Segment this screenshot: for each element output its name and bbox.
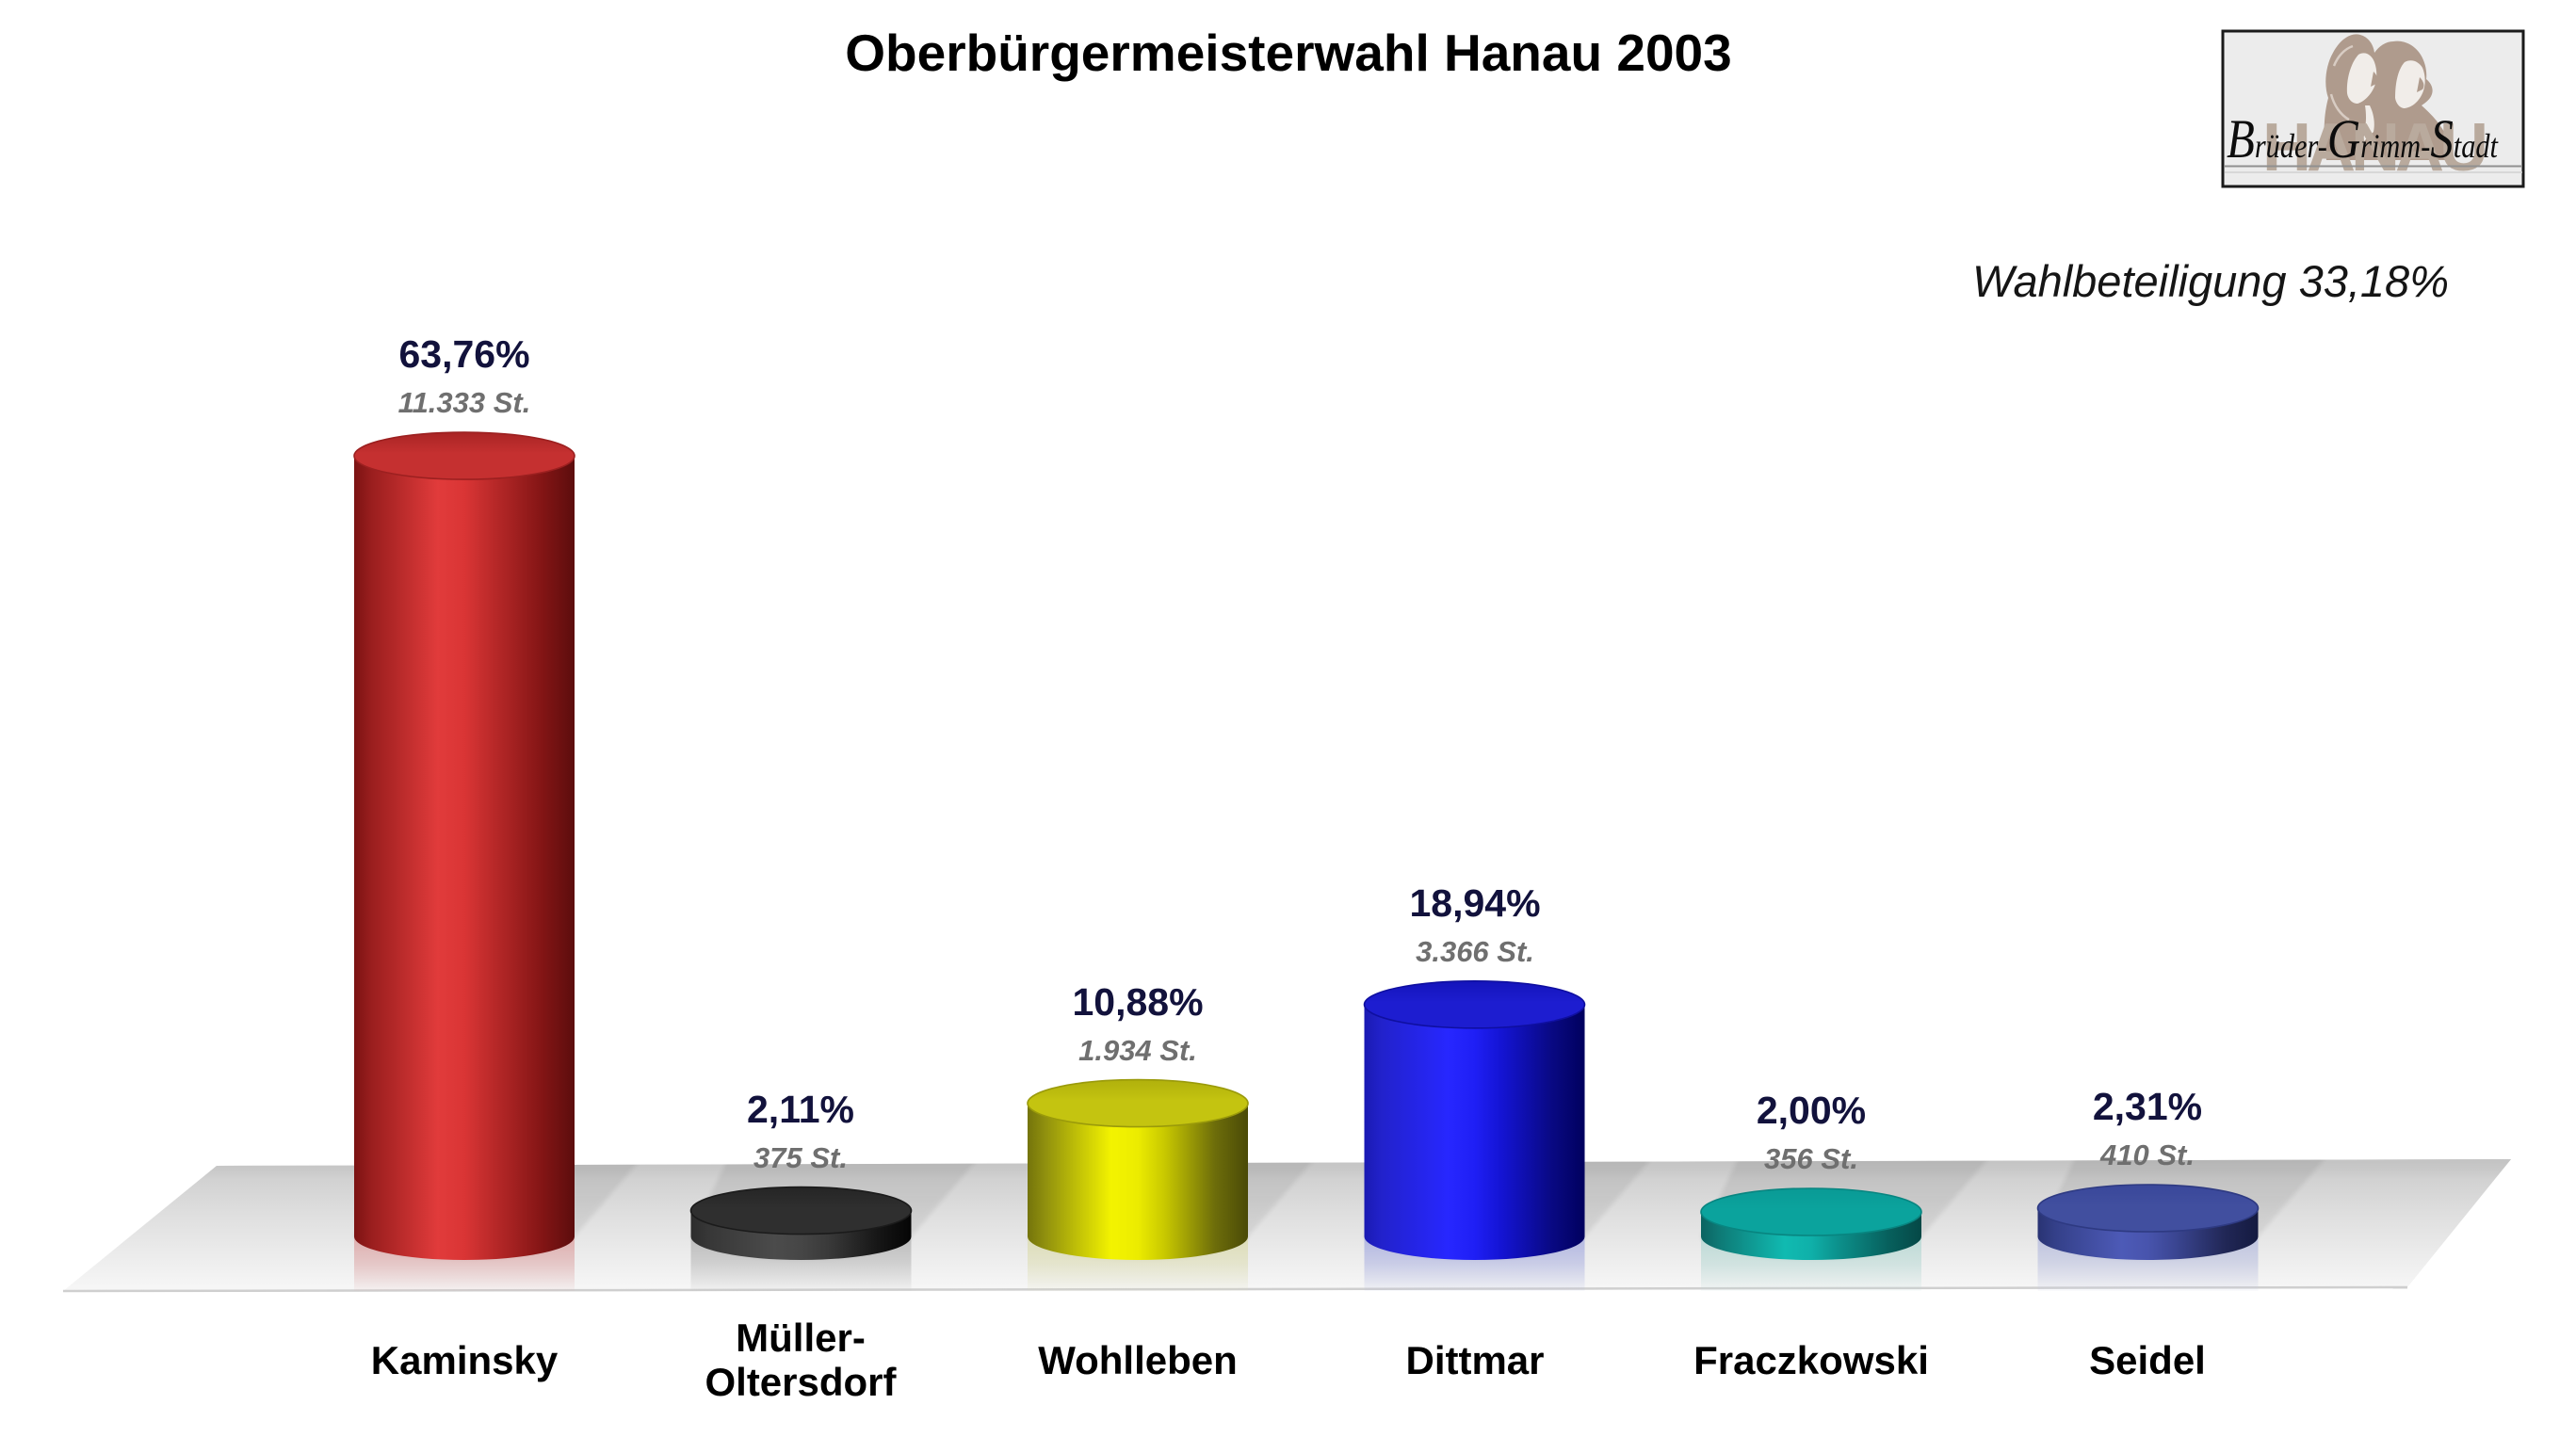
svg-text:Oberbürgermeisterwahl Hanau 20: Oberbürgermeisterwahl Hanau 2003 <box>845 24 1731 82</box>
svg-text:3.366 St.: 3.366 St. <box>1416 935 1534 968</box>
svg-text:Müller-: Müller- <box>736 1316 866 1360</box>
svg-text:Wohlleben: Wohlleben <box>1038 1338 1238 1382</box>
svg-text:Seidel: Seidel <box>2089 1338 2206 1382</box>
svg-text:18,94%: 18,94% <box>1409 881 1540 925</box>
svg-text:Wahlbeteiligung 33,18%: Wahlbeteiligung 33,18% <box>1972 256 2449 306</box>
svg-text:11.333 St.: 11.333 St. <box>398 386 531 419</box>
svg-text:356 St.: 356 St. <box>1764 1142 1858 1175</box>
svg-text:10,88%: 10,88% <box>1072 980 1203 1024</box>
svg-text:Oltersdorf: Oltersdorf <box>705 1360 897 1404</box>
svg-text:2,00%: 2,00% <box>1757 1089 1866 1132</box>
svg-text:Dittmar: Dittmar <box>1405 1338 1544 1382</box>
svg-text:2,11%: 2,11% <box>747 1088 854 1131</box>
svg-text:Kaminsky: Kaminsky <box>371 1338 559 1382</box>
svg-text:410 St.: 410 St. <box>2099 1138 2195 1171</box>
svg-text:375 St.: 375 St. <box>753 1141 848 1174</box>
svg-text:2,31%: 2,31% <box>2093 1085 2202 1128</box>
svg-text:63,76%: 63,76% <box>398 332 529 376</box>
svg-text:Fraczkowski: Fraczkowski <box>1693 1338 1929 1382</box>
svg-text:1.934 St.: 1.934 St. <box>1078 1034 1197 1067</box>
